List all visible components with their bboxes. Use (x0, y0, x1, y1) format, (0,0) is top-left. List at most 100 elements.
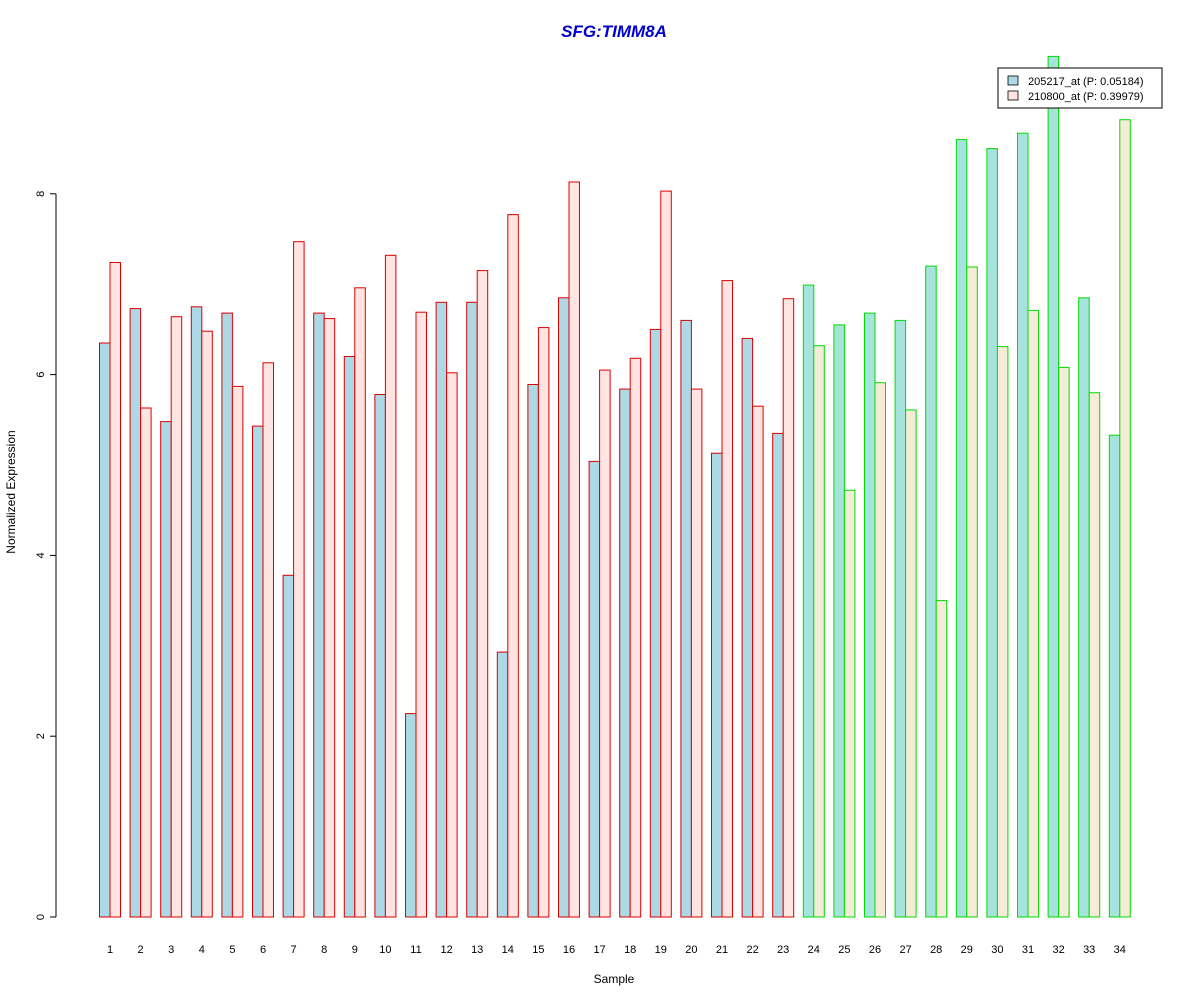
bar-205217-sample-3 (160, 421, 172, 918)
bar-205217-sample-12 (435, 301, 448, 918)
bar-210800-sample-14 (507, 214, 519, 918)
bar-210800-sample-18 (629, 357, 642, 918)
bar-205217-sample-25 (833, 324, 845, 918)
bar-210800-sample-7 (293, 241, 305, 918)
bar-205217-sample-28 (925, 265, 937, 918)
bar-210800-sample-8 (323, 318, 336, 918)
bar-205217-sample-8 (313, 312, 325, 918)
bar-205217-sample-4 (190, 306, 203, 918)
bar-210800-sample-21 (721, 280, 733, 918)
x-tick-label: 9 (352, 944, 358, 956)
bar-205217-sample-20 (680, 319, 692, 918)
bar-210800-sample-20 (690, 388, 703, 918)
bar-210800-sample-1 (109, 262, 121, 918)
bar-210800-sample-28 (935, 600, 948, 918)
x-axis-label: Sample (594, 972, 635, 986)
bar-210800-sample-9 (354, 287, 366, 918)
x-tick-label: 31 (1022, 944, 1034, 956)
bar-210800-sample-12 (446, 372, 458, 918)
legend-box (997, 67, 1163, 109)
bars (99, 55, 1131, 918)
x-tick-label: 5 (229, 944, 235, 956)
bar-205217-sample-27 (894, 319, 907, 918)
x-tick-label: 25 (838, 944, 850, 956)
bar-205217-sample-2 (129, 308, 142, 918)
x-tick-label: 22 (746, 944, 758, 956)
bar-210800-sample-26 (874, 382, 886, 918)
bar-210800-sample-5 (231, 385, 244, 918)
y-axis: 0 2 4 6 8 (35, 191, 57, 920)
y-tick-label: 6 (35, 372, 47, 378)
x-tick-label: 21 (716, 944, 728, 956)
x-tick-label: 24 (808, 944, 820, 956)
bar-205217-sample-13 (466, 301, 478, 918)
bar-210800-sample-34 (1119, 119, 1131, 918)
legend-swatch-205217 (1007, 75, 1019, 86)
bar-210800-sample-32 (1058, 366, 1070, 918)
bar-210800-sample-33 (1088, 392, 1101, 918)
x-tick-label: 28 (930, 944, 942, 956)
x-tick-label: 11 (410, 944, 421, 956)
x-tick-label: 17 (593, 944, 605, 956)
bar-210800-sample-17 (599, 369, 611, 918)
bar-210800-sample-19 (660, 190, 672, 918)
x-tick-label: 16 (563, 944, 575, 956)
bar-205217-sample-16 (558, 297, 570, 918)
legend-label-210800: 210800_at (P: 0.39979) (1028, 91, 1144, 103)
legend-swatch-210800 (1007, 90, 1019, 101)
bar-210800-sample-2 (140, 407, 152, 918)
bar-210800-sample-27 (905, 409, 917, 918)
bar-205217-sample-30 (986, 148, 998, 918)
bar-205217-sample-14 (496, 651, 509, 918)
x-tick-label: 32 (1052, 944, 1064, 956)
y-tick-label: 2 (35, 733, 47, 739)
x-tick-label: 23 (777, 944, 789, 956)
x-tick-label: 3 (168, 944, 174, 956)
bar-205217-sample-22 (741, 337, 754, 918)
x-tick-label: 18 (624, 944, 636, 956)
x-tick-label: 33 (1083, 944, 1095, 956)
x-tick-label: 6 (260, 944, 266, 956)
x-tick-label: 20 (685, 944, 697, 956)
bar-205217-sample-21 (711, 452, 723, 918)
legend-label-205217: 205217_at (P: 0.05184) (1028, 76, 1144, 88)
x-tick-label: 15 (532, 944, 544, 956)
bar-205217-sample-9 (343, 356, 356, 918)
y-axis-label: Normalized Expression (4, 430, 18, 553)
bar-205217-sample-11 (405, 713, 417, 918)
x-tick-label: 30 (991, 944, 1003, 956)
x-tick-label: 4 (199, 944, 205, 956)
bar-205217-sample-15 (527, 384, 539, 918)
bar-205217-sample-24 (802, 284, 815, 918)
bar-210800-sample-6 (262, 362, 274, 918)
x-tick-label: 8 (321, 944, 327, 956)
bar-210800-sample-24 (813, 345, 825, 918)
y-tick-label: 0 (35, 914, 47, 920)
bar-205217-sample-5 (221, 312, 233, 918)
bar-210800-sample-23 (782, 298, 795, 918)
bar-205217-sample-31 (1017, 132, 1029, 918)
bar-205217-sample-7 (282, 574, 295, 918)
bar-210800-sample-30 (996, 346, 1009, 918)
bar-205217-sample-32 (1047, 55, 1060, 918)
bar-205217-sample-19 (649, 328, 662, 918)
bar-205217-sample-18 (619, 388, 631, 918)
x-tick-label: 2 (138, 944, 144, 956)
bar-210800-sample-13 (476, 270, 489, 918)
bar-205217-sample-10 (374, 394, 386, 918)
x-tick-label: 19 (655, 944, 667, 956)
bar-210800-sample-16 (568, 181, 580, 918)
bar-205217-sample-29 (955, 139, 968, 918)
x-tick-label: 14 (502, 944, 514, 956)
bar-210800-sample-29 (966, 266, 978, 918)
x-tick-label: 12 (440, 944, 452, 956)
bar-210800-sample-31 (1027, 309, 1039, 918)
bar-210800-sample-11 (415, 311, 427, 918)
bar-205217-sample-23 (772, 432, 784, 918)
legend: 205217_at (P: 0.05184) 210800_at (P: 0.3… (997, 67, 1163, 109)
chart-title: SFG:TIMM8A (561, 22, 667, 41)
x-tick-label: 26 (869, 944, 881, 956)
x-tick-label: 10 (379, 944, 391, 956)
x-tick-label: 7 (291, 944, 297, 956)
